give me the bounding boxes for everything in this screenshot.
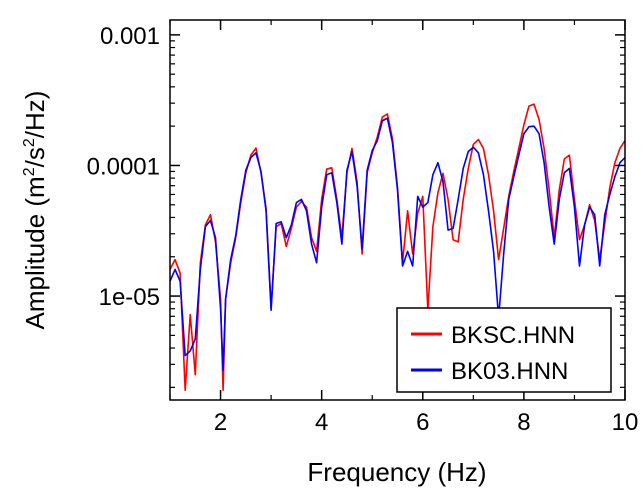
x-axis-label: Frequency (Hz): [307, 457, 486, 487]
legend-label-bksc: BKSC.HNN: [451, 322, 575, 349]
x-tick-label: 2: [214, 409, 227, 436]
y-axis-label: Amplitude (m2/s2/Hz): [20, 91, 50, 330]
plot-frame: [169, 19, 626, 401]
x-tick-label: 8: [517, 409, 530, 436]
y-tick-label: 1e-05: [99, 284, 160, 311]
legend: BKSC.HNN BK03.HNN: [396, 307, 612, 393]
series-line-bk03-hnn: [169, 117, 626, 372]
x-tick-label: 6: [416, 409, 429, 436]
legend-label-bk03: BK03.HNN: [451, 358, 568, 385]
tick-layer: 2 4 6 8 10 1e-05 0.0001 0.001: [87, 20, 639, 436]
series-layer: [169, 103, 626, 392]
x-tick-label: 10: [612, 409, 639, 436]
y-tick-label: 0.0001: [87, 153, 160, 180]
legend-box: [396, 307, 612, 393]
y-tick-label: 0.001: [100, 23, 160, 50]
x-tick-label: 4: [315, 409, 328, 436]
